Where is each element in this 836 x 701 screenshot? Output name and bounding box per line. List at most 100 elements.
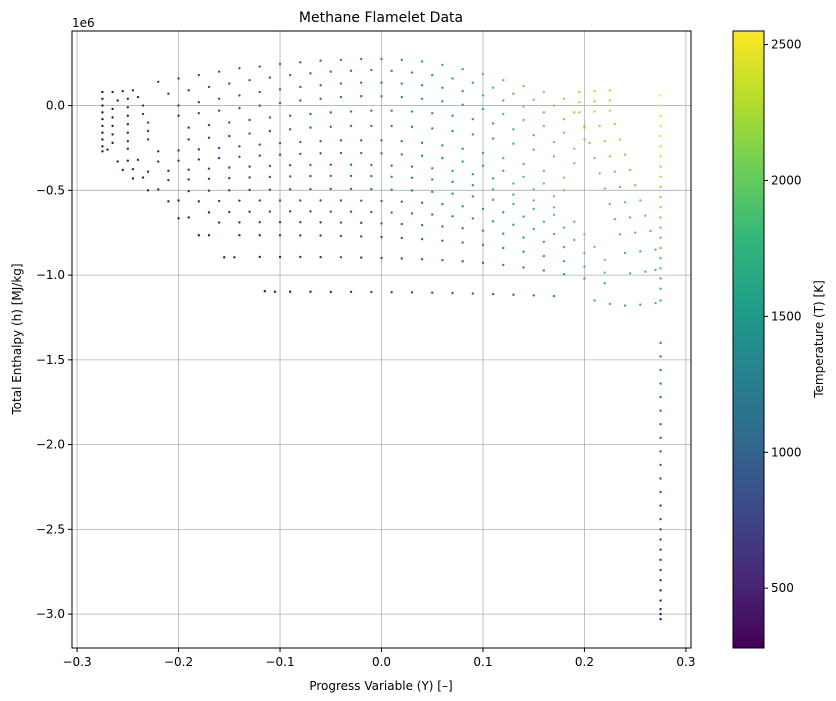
point-106 (420, 84, 424, 87)
point-239 (167, 178, 170, 182)
point-267 (349, 187, 353, 191)
point-9 (101, 150, 104, 153)
point-39 (141, 176, 145, 179)
point-386 (491, 292, 495, 296)
point-293 (481, 207, 485, 211)
point-371 (522, 266, 525, 269)
point-415 (623, 201, 627, 204)
point-435 (659, 104, 662, 107)
point-134 (562, 131, 566, 134)
point-245 (288, 175, 292, 178)
x-tick-label-6: 0.3 (676, 655, 695, 669)
point-175 (573, 162, 576, 165)
point-424 (639, 250, 642, 253)
point-345 (360, 235, 363, 238)
point-457 (659, 368, 662, 372)
point-417 (613, 217, 617, 221)
point-187 (380, 139, 383, 142)
point-188 (400, 139, 403, 143)
point-70 (522, 84, 525, 88)
point-229 (370, 163, 373, 167)
point-390 (578, 90, 581, 94)
point-246 (309, 174, 312, 178)
point-127 (420, 97, 424, 101)
point-247 (329, 174, 332, 178)
point-425 (654, 248, 657, 251)
point-114 (583, 124, 586, 128)
point-189 (420, 141, 424, 145)
point-184 (319, 139, 322, 143)
point-302 (268, 210, 272, 213)
point-16 (111, 107, 114, 111)
point-54 (197, 73, 201, 77)
y-tick-label-4: −2.0 (36, 438, 65, 452)
point-4 (101, 117, 104, 121)
point-17 (126, 106, 130, 109)
point-161 (288, 128, 292, 131)
point-204 (299, 152, 302, 156)
point-22 (111, 124, 114, 128)
point-105 (400, 82, 403, 85)
point-368 (461, 260, 464, 263)
point-75 (207, 85, 211, 89)
point-422 (649, 229, 652, 233)
point-8 (101, 145, 104, 148)
colorbar-tick-label-2: 1500 (771, 309, 802, 323)
point-91 (532, 98, 535, 101)
point-29 (126, 139, 130, 143)
point-219 (167, 169, 170, 173)
point-104 (380, 81, 383, 84)
point-458 (659, 382, 662, 385)
point-125 (380, 95, 383, 98)
point-448 (659, 236, 662, 239)
point-45 (187, 216, 190, 219)
point-202 (258, 154, 261, 157)
x-tick-label-1: −0.2 (164, 655, 193, 669)
point-349 (441, 239, 444, 242)
point-364 (380, 256, 383, 260)
point-130 (481, 107, 485, 111)
point-80 (309, 72, 312, 75)
point-181 (258, 143, 261, 146)
point-32 (126, 147, 130, 151)
point-168 (431, 127, 434, 130)
point-12 (131, 89, 135, 92)
point-409 (613, 170, 617, 173)
x-axis-label: Progress Variable (Y) [–] (309, 679, 452, 693)
point-315 (532, 227, 535, 231)
y-tick-label-3: −1.5 (36, 353, 65, 367)
point-335 (542, 240, 546, 244)
point-353 (522, 250, 525, 253)
point-112 (542, 111, 546, 114)
point-420 (618, 233, 622, 236)
point-82 (349, 69, 353, 73)
point-265 (309, 187, 312, 191)
point-62 (360, 57, 363, 61)
point-139 (248, 118, 251, 122)
point-200 (217, 156, 221, 160)
point-26 (126, 131, 130, 134)
point-67 (461, 67, 464, 71)
point-201 (238, 155, 241, 158)
point-34 (126, 159, 130, 162)
point-94 (177, 104, 180, 107)
point-320 (238, 221, 241, 224)
point-479 (659, 617, 662, 621)
point-14 (126, 97, 130, 101)
point-262 (248, 188, 251, 192)
point-271 (431, 190, 434, 194)
point-119 (258, 104, 261, 107)
point-158 (228, 134, 231, 138)
point-391 (593, 89, 596, 93)
point-414 (608, 202, 612, 206)
point-331 (461, 227, 464, 230)
point-159 (248, 132, 251, 135)
point-305 (329, 210, 332, 213)
colorbar-tick-label-4: 2500 (771, 38, 802, 52)
point-251 (410, 176, 414, 179)
point-348 (420, 237, 424, 241)
point-206 (339, 151, 343, 155)
point-301 (248, 210, 251, 213)
point-193 (502, 156, 505, 160)
point-459 (659, 395, 662, 399)
